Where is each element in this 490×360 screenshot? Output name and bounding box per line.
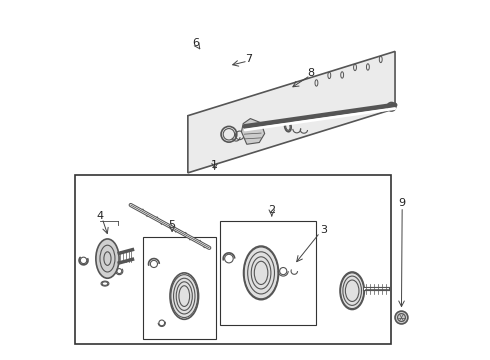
Text: 2: 2: [268, 205, 275, 215]
Text: 6: 6: [193, 38, 199, 48]
Polygon shape: [242, 118, 265, 144]
Ellipse shape: [341, 273, 364, 309]
Ellipse shape: [345, 280, 359, 301]
Text: 8: 8: [308, 68, 315, 78]
Ellipse shape: [244, 247, 278, 299]
Circle shape: [387, 103, 396, 111]
Ellipse shape: [179, 286, 190, 306]
Polygon shape: [188, 51, 395, 173]
FancyBboxPatch shape: [220, 221, 317, 325]
Ellipse shape: [254, 261, 268, 284]
Text: 9: 9: [399, 198, 406, 208]
FancyBboxPatch shape: [143, 237, 217, 339]
Ellipse shape: [247, 252, 274, 294]
Ellipse shape: [176, 282, 192, 310]
Text: 3: 3: [320, 225, 327, 235]
FancyBboxPatch shape: [75, 175, 392, 344]
Ellipse shape: [251, 257, 271, 289]
Text: 4: 4: [97, 211, 104, 221]
Ellipse shape: [173, 278, 195, 314]
Ellipse shape: [343, 276, 362, 305]
Ellipse shape: [171, 275, 197, 318]
Ellipse shape: [96, 239, 119, 278]
Text: 1: 1: [211, 159, 218, 170]
Circle shape: [395, 311, 408, 324]
Text: 7: 7: [245, 54, 252, 64]
Text: 5: 5: [169, 220, 175, 230]
